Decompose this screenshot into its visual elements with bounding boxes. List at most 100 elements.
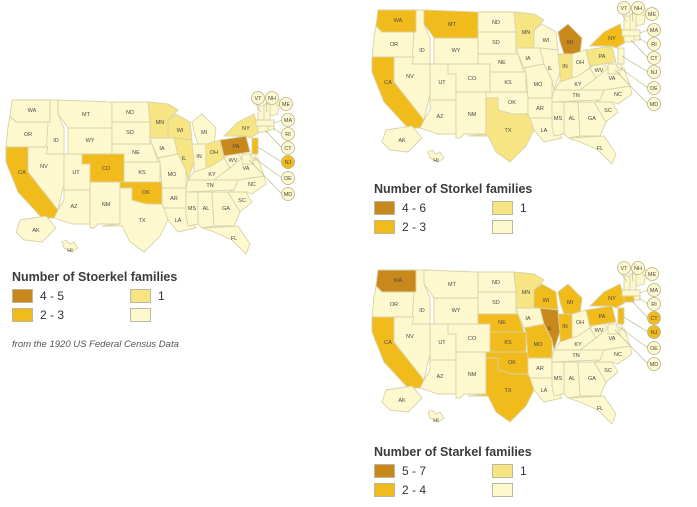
state-label-nm: NM bbox=[468, 372, 477, 378]
state-label-tn: TN bbox=[206, 183, 213, 189]
stoerkel-legend-title: Number of Stoerkel families bbox=[12, 270, 178, 284]
state-label-sc: SC bbox=[604, 108, 612, 114]
callout-line-md bbox=[614, 329, 649, 365]
state-ct bbox=[623, 295, 635, 303]
state-label-mn: MN bbox=[156, 120, 165, 126]
state-label-fl: FL bbox=[597, 146, 603, 152]
state-label-hi: HI bbox=[433, 158, 439, 164]
state-label-hi: HI bbox=[67, 248, 73, 254]
legend-swatch-one bbox=[130, 289, 151, 303]
state-label-id: ID bbox=[419, 48, 425, 54]
state-label-wv: WV bbox=[595, 328, 604, 334]
callout-label-me: ME bbox=[648, 12, 657, 18]
state-ak bbox=[15, 215, 57, 243]
state-label-ar: AR bbox=[536, 366, 544, 372]
callout-label-vt: VT bbox=[254, 96, 262, 102]
callout-circle-ma bbox=[647, 23, 661, 37]
state-label-nv: NV bbox=[406, 334, 414, 340]
state-label-ga: GA bbox=[588, 116, 596, 122]
state-label-co: CO bbox=[468, 76, 477, 82]
state-label-nd: ND bbox=[126, 110, 134, 116]
state-ct bbox=[623, 35, 635, 43]
callout-label-ri: RI bbox=[285, 132, 291, 138]
state-label-wv: WV bbox=[229, 158, 238, 164]
state-wi bbox=[533, 283, 559, 311]
legend-swatch-mid bbox=[374, 220, 395, 234]
state-al bbox=[563, 361, 581, 399]
state-label-ak: AK bbox=[398, 398, 406, 404]
legend-label-high: 5 - 7 bbox=[402, 464, 427, 478]
state-label-ak: AK bbox=[398, 138, 406, 144]
state-label-ia: IA bbox=[525, 56, 531, 62]
callout-line-md bbox=[248, 159, 283, 195]
state-label-ky: KY bbox=[208, 172, 216, 178]
callout-circle-md bbox=[647, 97, 661, 111]
starkel-map-svg: WA OR CA ID NV UT AZ MT WY CO NM ND SD NE KS OK TX MN IA MO… bbox=[371, 261, 661, 425]
state-label-mn: MN bbox=[522, 30, 531, 36]
state-label-nc: NC bbox=[614, 352, 622, 358]
storkel-legend-high: 4 - 6 bbox=[374, 201, 426, 215]
state-label-ar: AR bbox=[536, 106, 544, 112]
state-tx bbox=[101, 187, 169, 253]
callout-circle-me bbox=[279, 97, 293, 111]
state-mi bbox=[191, 113, 217, 145]
storkel-legend-mid: 2 - 3 bbox=[374, 220, 426, 234]
state-label-ak: AK bbox=[32, 228, 40, 234]
callout-line-de bbox=[618, 66, 649, 89]
state-tx bbox=[467, 357, 535, 423]
state-label-ok: OK bbox=[508, 100, 516, 106]
stoerkel-map: WA OR CA ID NV UT AZ MT WY CO NM ND SD NE KS OK TX MN IA MO… bbox=[2, 91, 302, 257]
callout-label-md: MD bbox=[284, 192, 293, 198]
callout-line-ct bbox=[630, 299, 649, 319]
state-label-ga: GA bbox=[222, 206, 230, 212]
state-vt bbox=[257, 105, 265, 121]
state-label-tn: TN bbox=[572, 93, 579, 99]
callout-label-vt: VT bbox=[620, 6, 628, 12]
callout-label-ma: MA bbox=[650, 28, 659, 34]
state-label-mo: MO bbox=[168, 172, 178, 178]
state-label-oh: OH bbox=[576, 60, 584, 66]
callout-circle-vt bbox=[617, 261, 631, 275]
source-note: from the 1920 US Federal Census Data bbox=[12, 339, 179, 350]
callout-label-md: MD bbox=[650, 362, 659, 368]
state-label-or: OR bbox=[390, 42, 398, 48]
state-label-tx: TX bbox=[504, 128, 511, 134]
callout-line-ct bbox=[630, 39, 649, 59]
state-label-wa: WA bbox=[394, 278, 403, 284]
state-label-wa: WA bbox=[394, 18, 403, 24]
state-label-va: VA bbox=[243, 166, 250, 172]
callout-circle-nh bbox=[631, 1, 645, 15]
state-label-ca: CA bbox=[384, 340, 392, 346]
legend-label-one: 1 bbox=[520, 201, 527, 215]
callout-circle-ct bbox=[647, 51, 661, 65]
callout-label-ma: MA bbox=[650, 288, 659, 294]
starkel-map: WA OR CA ID NV UT AZ MT WY CO NM ND SD NE KS OK TX MN IA MO… bbox=[368, 261, 668, 427]
state-ma bbox=[621, 289, 641, 297]
state-label-hi: HI bbox=[433, 418, 439, 424]
state-label-ar: AR bbox=[170, 196, 178, 202]
storkel-legend-one: 1 bbox=[492, 201, 527, 215]
legend-swatch-mid bbox=[12, 308, 33, 322]
callout-label-ri: RI bbox=[651, 42, 657, 48]
state-label-wy: WY bbox=[452, 308, 461, 314]
callout-circle-me bbox=[645, 267, 659, 281]
callout-line-ma bbox=[639, 29, 649, 34]
state-label-ks: KS bbox=[504, 80, 512, 86]
state-label-il: IL bbox=[182, 156, 187, 162]
state-label-va: VA bbox=[609, 336, 616, 342]
state-nj bbox=[251, 137, 259, 155]
callout-circle-nj bbox=[647, 65, 661, 79]
storkel-legend-zero bbox=[492, 220, 520, 234]
callout-label-nj: NJ bbox=[651, 330, 658, 336]
state-label-or: OR bbox=[24, 132, 32, 138]
legend-label-high: 4 - 5 bbox=[40, 289, 65, 303]
legend-label-mid: 2 - 3 bbox=[40, 308, 65, 322]
state-label-al: AL bbox=[569, 116, 576, 122]
callout-line-nj bbox=[621, 55, 649, 73]
state-label-ky: KY bbox=[574, 82, 582, 88]
state-label-id: ID bbox=[419, 308, 425, 314]
state-label-va: VA bbox=[609, 76, 616, 82]
callout-label-nh: NH bbox=[634, 6, 642, 12]
stoerkel-legend: Number of Stoerkel families 4 - 5 2 - 3 … bbox=[12, 270, 252, 330]
callout-label-vt: VT bbox=[620, 266, 628, 272]
